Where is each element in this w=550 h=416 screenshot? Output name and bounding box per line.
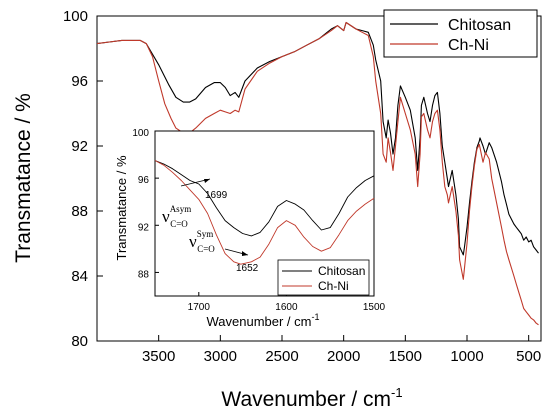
inset-plot-series [154,160,375,265]
main-y-tick-label: 84 [71,268,88,285]
inset-series-chitosan [154,160,375,237]
main-x-tick-label: 3500 [142,348,175,365]
main-x-tick-label: 2000 [327,348,360,365]
main-series-chitosan [96,21,539,256]
annotation-arrowhead-1652 [242,251,248,256]
inset-x-tick-label: 1500 [363,302,386,313]
main-y-axis-title: Transmatance / % [12,93,35,263]
main-x-tick-label: 2500 [265,348,298,365]
legend-label-ch-ni: Ch-Ni [448,37,489,54]
inset-legend: Chitosan Ch-Ni [277,259,370,296]
inset-x-axis-title: Wavenumber / cm-1 [206,312,319,329]
main-x-axis-title: Wavenumber / cm-1 [221,385,402,411]
inset-x-tick-label: 1600 [275,302,298,313]
main-x-tick-label: 500 [516,348,541,365]
main-x-tick-label: 3000 [204,348,237,365]
inset-y-axis-title: Transmatance / % [114,155,129,260]
main-x-tick-label: 1000 [450,348,483,365]
annotation-1652: 1652 [236,263,259,274]
main-plot-axes [96,15,542,342]
nu-asym-label: νAsym C=O [162,204,191,229]
main-legend: Chitosan Ch-Ni [383,9,538,58]
inset-legend-label-ch-ni: Ch-Ni [318,279,349,293]
inset-y-tick-label: 100 [132,128,149,139]
annotation-arrowhead-1699 [204,179,210,183]
inset-series-ch-ni [154,160,375,265]
main-y-tick-label: 92 [71,138,88,155]
inset-plot-frame [154,130,375,297]
main-y-tick-label: 100 [63,8,88,25]
inset-plot-ticks: 1700 1600 1500 88 92 96 100 [132,128,385,313]
inset-y-tick-label: 96 [138,175,150,186]
inset-legend-label-chitosan: Chitosan [318,264,365,278]
inset-legend-box [277,259,370,296]
main-y-tick-label: 80 [71,333,88,350]
inset-plot-axes [154,130,375,297]
main-y-tick-label: 96 [71,73,88,90]
inset-annotations: 1699 1652 νAsym C=O νSym C=O [162,178,259,274]
inset-y-tick-label: 88 [138,269,150,280]
annotation-1699: 1699 [205,190,228,201]
main-legend-box [383,9,538,58]
main-series-ch-ni [96,21,539,326]
main-y-tick-label: 88 [71,203,88,220]
main-plot-series [96,21,539,326]
main-plot-frame [96,15,542,342]
inset-y-tick-label: 92 [138,222,150,233]
inset-x-tick-label: 1700 [188,302,211,313]
main-plot-ticks: 3500 3000 2500 2000 1500 1000 500 80 84 88 92 96 100 [63,8,541,365]
nu-sym-label: νSym C=O [189,229,215,254]
main-x-tick-label: 1500 [389,348,422,365]
legend-label-chitosan: Chitosan [448,17,511,34]
